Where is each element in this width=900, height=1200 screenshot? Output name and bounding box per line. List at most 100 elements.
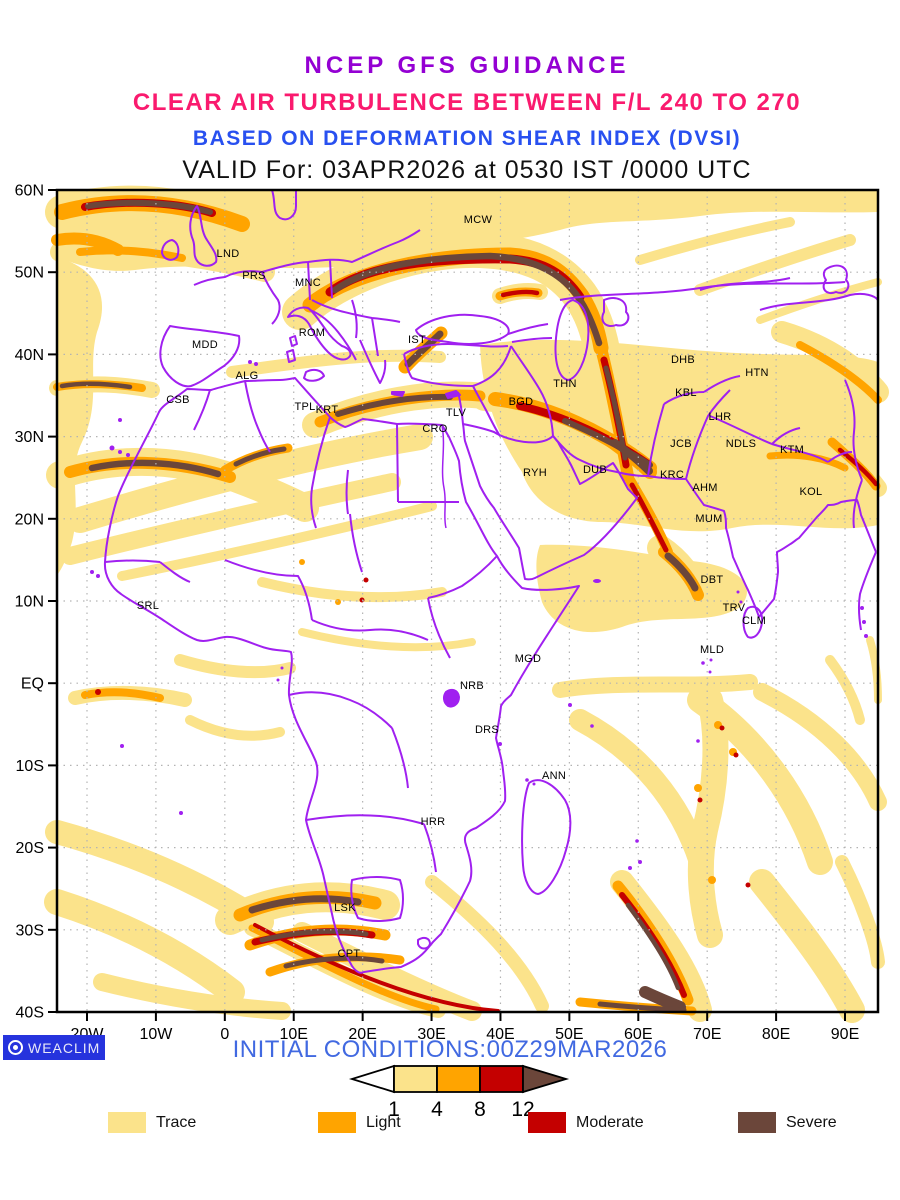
logo-label: WEACLIM bbox=[28, 1039, 101, 1056]
x-tick-label: 80E bbox=[762, 1026, 790, 1043]
title-cat: CLEAR AIR TURBULENCE BETWEEN F/L 240 TO … bbox=[132, 89, 802, 116]
station-label: KRC bbox=[660, 469, 684, 481]
y-tick-label: 40S bbox=[16, 1005, 44, 1022]
station-label: MUM bbox=[695, 513, 722, 525]
legend: Trace Light Moderate Severe bbox=[108, 1112, 868, 1133]
legend-item: Light bbox=[318, 1112, 528, 1133]
legend-label: Severe bbox=[786, 1113, 837, 1131]
axes-layer: 20W10W010E20E30E40E50E60E70E80E90E60N50N… bbox=[15, 183, 860, 1044]
legend-item: Moderate bbox=[528, 1112, 738, 1133]
colorbar-tick-label: 4 bbox=[431, 1098, 443, 1121]
colorbar-box-moderate bbox=[479, 1065, 524, 1093]
x-tick-label: 30E bbox=[417, 1026, 445, 1043]
station-label: THN bbox=[553, 378, 577, 390]
station-label: JCB bbox=[670, 438, 692, 450]
x-tick-label: 20E bbox=[348, 1026, 376, 1043]
y-tick-label: 10S bbox=[16, 758, 44, 775]
weaclim-logo: WEACLIM bbox=[3, 1035, 105, 1060]
legend-label: Light bbox=[366, 1113, 401, 1131]
station-label: TLV bbox=[446, 407, 467, 419]
y-tick-label: 40N bbox=[15, 347, 44, 364]
station-label: CPT bbox=[338, 948, 361, 960]
legend-item: Trace bbox=[108, 1112, 318, 1133]
station-label: KBL bbox=[675, 387, 697, 399]
colorbar-arrow-left bbox=[348, 1064, 395, 1094]
y-tick-label: 20N bbox=[15, 511, 44, 528]
station-label: LSK bbox=[334, 902, 356, 914]
station-label: DBT bbox=[701, 574, 724, 586]
station-label: LHR bbox=[709, 411, 732, 423]
y-tick-label: 30S bbox=[16, 922, 44, 939]
graticule-layer bbox=[57, 190, 878, 1012]
title-dvsi: BASED ON DEFORMATION SHEAR INDEX (DVSI) bbox=[192, 127, 742, 150]
x-tick-label: 70E bbox=[693, 1026, 721, 1043]
legend-item: Severe bbox=[738, 1112, 837, 1133]
legend-swatch bbox=[318, 1112, 356, 1133]
small-islands-layer bbox=[90, 360, 868, 870]
legend-swatch bbox=[528, 1112, 566, 1133]
colorbar-box-trace bbox=[393, 1065, 438, 1093]
x-tick-label: 0 bbox=[220, 1026, 229, 1043]
station-label: NRB bbox=[460, 680, 484, 692]
station-label: DUB bbox=[583, 464, 607, 476]
colorbar-tick-label: 1 bbox=[388, 1098, 400, 1121]
y-tick-label: 10N bbox=[15, 594, 44, 611]
station-label: MDD bbox=[192, 339, 218, 351]
y-tick-label: 60N bbox=[15, 183, 44, 200]
station-label: CRO bbox=[422, 423, 447, 435]
station-label: BGD bbox=[509, 396, 534, 408]
station-label: NDLS bbox=[726, 438, 757, 450]
legend-swatch bbox=[108, 1112, 146, 1133]
station-label: ANN bbox=[542, 770, 566, 782]
title-ncep: NCEP GFS GUIDANCE bbox=[304, 52, 630, 79]
ring-icon bbox=[8, 1040, 23, 1055]
legend-label: Moderate bbox=[576, 1113, 644, 1131]
title-valid: VALID For: 03APR2026 at 0530 IST /0000 U… bbox=[182, 156, 752, 184]
x-tick-label: 10E bbox=[279, 1026, 307, 1043]
x-tick-label: 40E bbox=[486, 1026, 514, 1043]
colorbar-box-light bbox=[436, 1065, 481, 1093]
y-tick-label: 20S bbox=[16, 840, 44, 857]
station-label: PRS bbox=[242, 270, 266, 282]
station-label: MNC bbox=[295, 277, 321, 289]
station-label: RYH bbox=[523, 467, 547, 479]
y-tick-label: EQ bbox=[21, 676, 44, 693]
y-tick-label: 50N bbox=[15, 265, 44, 282]
x-tick-label: 10W bbox=[139, 1026, 173, 1043]
colorbar-arrow-right bbox=[522, 1064, 570, 1094]
station-label: TPL bbox=[294, 401, 315, 413]
station-label: HRR bbox=[421, 816, 446, 828]
station-label: MLD bbox=[700, 644, 724, 656]
station-label: HTN bbox=[745, 367, 769, 379]
station-label: SRL bbox=[137, 600, 159, 612]
station-label: CLM bbox=[742, 615, 766, 627]
station-label: KRT bbox=[316, 404, 339, 416]
station-label: AHM bbox=[692, 482, 717, 494]
station-label: MGD bbox=[515, 653, 542, 665]
legend-label: Trace bbox=[156, 1113, 197, 1131]
colorbar: 1 4 8 12 bbox=[348, 1064, 570, 1121]
station-label: KOL bbox=[800, 486, 823, 498]
station-label: DRS bbox=[475, 724, 499, 736]
station-label: DHB bbox=[671, 354, 695, 366]
x-tick-label: 50E bbox=[555, 1026, 583, 1043]
x-tick-label: 60E bbox=[624, 1026, 652, 1043]
borders-layer bbox=[103, 189, 879, 974]
x-tick-label: 90E bbox=[831, 1026, 859, 1043]
station-label: MCW bbox=[464, 214, 493, 226]
station-label: ROM bbox=[299, 327, 326, 339]
station-label: IST bbox=[408, 334, 426, 346]
station-label: ALG bbox=[236, 370, 259, 382]
y-tick-label: 30N bbox=[15, 429, 44, 446]
station-label: KTM bbox=[780, 444, 804, 456]
initial-conditions: INITIAL CONDITIONS:00Z29MAR2026 bbox=[232, 1036, 668, 1063]
station-label: CSB bbox=[166, 394, 190, 406]
colorbar-tick-label: 8 bbox=[474, 1098, 486, 1121]
field-severe-layer bbox=[59, 199, 699, 1013]
legend-swatch bbox=[738, 1112, 776, 1133]
station-label: LND bbox=[217, 248, 240, 260]
station-label: TRV bbox=[723, 602, 746, 614]
